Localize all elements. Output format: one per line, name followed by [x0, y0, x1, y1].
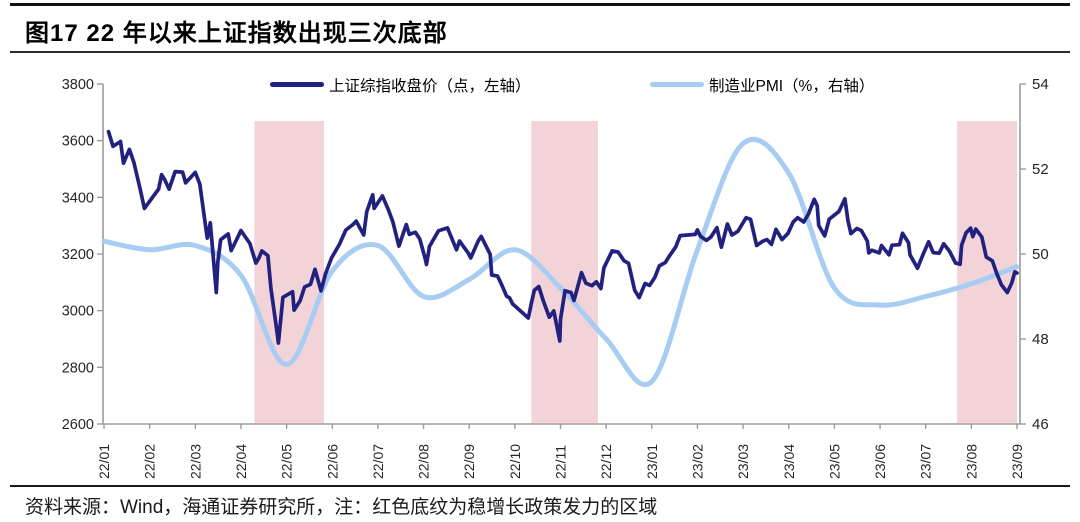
x-axis-tick-label: 22/03: [187, 444, 203, 479]
x-axis-tick-label: 22/08: [416, 444, 432, 479]
policy-band: [531, 121, 598, 423]
x-axis-tick-label: 22/04: [233, 444, 249, 479]
sse-line: [106, 129, 1019, 345]
source-note: 资料来源：Wind，海通证券研究所，注：红色底纹为稳增长政策发力的区域: [25, 497, 658, 518]
sse-legend-label: 上证综指收盘价（点，左轴）: [329, 77, 531, 95]
x-axis-tick-label: 23/04: [781, 444, 797, 479]
x-axis-tick-label: 23/09: [1009, 444, 1025, 479]
left-axis-tick-label: 3000: [62, 304, 94, 320]
x-axis-tick-label: 23/05: [826, 444, 842, 479]
title-divider-rule: [10, 51, 1070, 53]
x-axis-tick-label: 22/07: [370, 444, 386, 479]
x-axis-tick-label: 22/05: [279, 444, 295, 479]
x-axis-tick-label: 23/08: [963, 444, 979, 479]
x-axis-tick-label: 22/01: [96, 444, 112, 479]
left-axis-tick-label: 3800: [62, 77, 94, 93]
figure-title: 图17 22 年以来上证指数出现三次底部: [25, 20, 448, 47]
x-axis-tick-label: 22/02: [142, 444, 158, 479]
legend-item-pmi: 制造业PMI（%，右轴）: [650, 76, 875, 95]
x-axis-tick-label: 22/11: [553, 445, 569, 479]
left-axis-tick-label: 3400: [62, 190, 94, 206]
right-axis-tick-label: 54: [1032, 76, 1049, 93]
left-axis-tick-label: 2800: [62, 360, 94, 376]
x-axis-tick-label: 23/03: [735, 444, 751, 479]
pmi-legend-line-swatch: [650, 82, 704, 87]
right-axis-tick-label: 48: [1032, 331, 1049, 348]
right-axis-tick-label: 50: [1032, 246, 1049, 263]
x-axis-tick-label: 22/06: [324, 444, 340, 479]
pmi-legend-label: 制造业PMI（%，右轴）: [709, 77, 875, 95]
right-axis-tick-label: 52: [1032, 161, 1049, 178]
x-axis-tick-label: 22/10: [507, 444, 523, 479]
x-axis-tick-label: 23/06: [872, 444, 888, 479]
left-axis-tick-label: 2600: [62, 417, 94, 433]
top-rule: [10, 3, 1070, 6]
pmi-line: [101, 136, 1020, 387]
right-axis-tick-label: 46: [1032, 416, 1049, 433]
left-axis-tick-label: 3200: [62, 247, 94, 263]
left-axis-tick-label: 3600: [62, 134, 94, 150]
x-axis-tick-label: 23/01: [644, 444, 660, 479]
x-axis-tick-label: 23/07: [918, 444, 934, 479]
x-axis-tick-label: 22/09: [461, 444, 477, 479]
x-axis-tick-label: 22/12: [598, 444, 614, 479]
legend-item-sse: 上证综指收盘价（点，左轴）: [270, 76, 531, 95]
sse-legend-line-swatch: [270, 82, 324, 87]
x-axis-tick-label: 23/02: [689, 444, 705, 479]
bottom-rule: [10, 485, 1070, 487]
